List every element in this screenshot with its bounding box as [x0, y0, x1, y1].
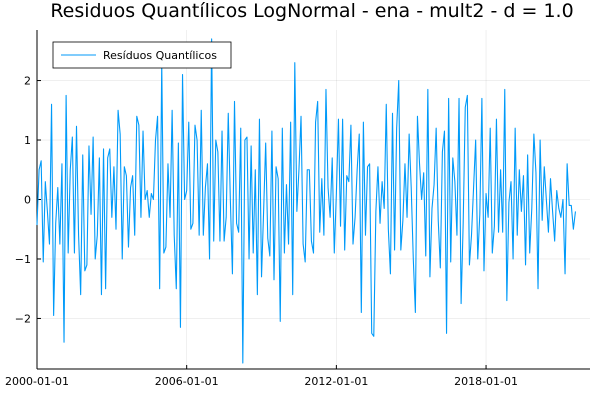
y-tick-label: 0 [24, 194, 31, 207]
x-tick-label: 2000-01-01 [5, 375, 69, 388]
x-tick-label: 2018-01-01 [454, 375, 518, 388]
series-layer [36, 38, 576, 364]
series-line-residuos-quantilicos [36, 38, 576, 364]
y-tick-label: 1 [24, 134, 31, 147]
legend: Resíduos Quantílicos [52, 41, 232, 69]
y-tick-label: −2 [15, 312, 31, 325]
x-tick-label: 2006-01-01 [155, 375, 219, 388]
tick-layer: 2 1 0 −1 −2 2000-01-01 2006-01-01 2012-01-01 201… [5, 75, 518, 388]
legend-label: Resíduos Quantílicos [103, 49, 217, 62]
x-tick-label: 2012-01-01 [304, 375, 368, 388]
chart-title: Residuos Quantílicos LogNormal - ena - m… [50, 0, 573, 22]
y-tick-label: 2 [24, 75, 31, 88]
y-tick-label: −1 [15, 253, 31, 266]
grid-layer [36, 30, 590, 369]
